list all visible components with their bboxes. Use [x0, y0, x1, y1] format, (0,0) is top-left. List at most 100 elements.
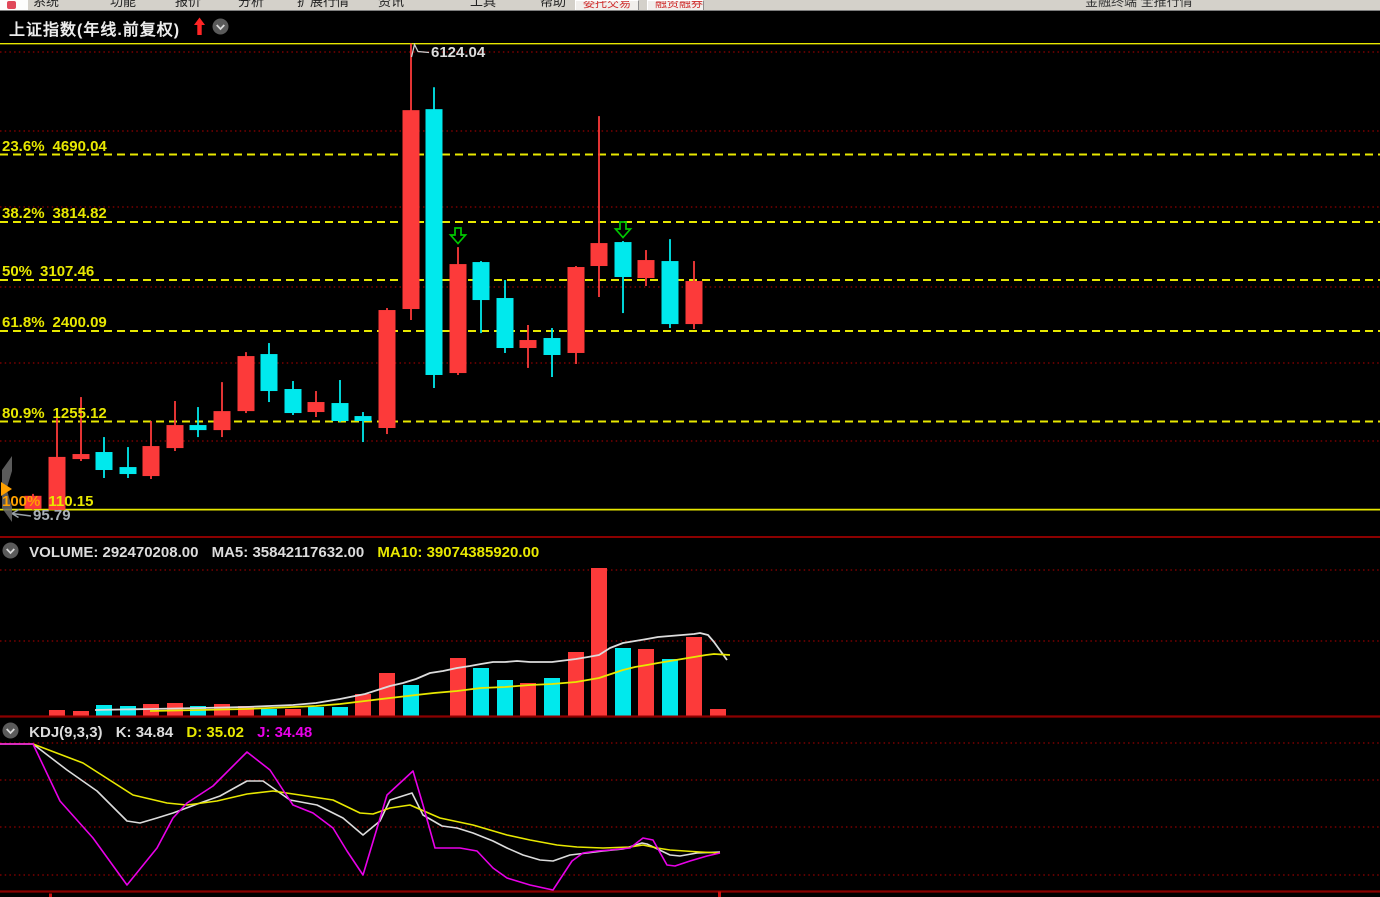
candle-body	[496, 298, 514, 349]
kdj-d-value: D: 35.02	[186, 724, 244, 741]
volume-ma10-value: MA10: 39074385920.00	[377, 544, 540, 561]
candle-body	[449, 264, 467, 374]
fib-price: 3814.82	[52, 205, 107, 222]
volume-bar	[450, 658, 466, 716]
app-icon[interactable]	[0, 0, 28, 10]
scroll-left-arrow[interactable]	[2, 456, 12, 522]
candle-body	[567, 267, 585, 353]
volume-ma10-line	[149, 653, 731, 712]
chevron-down-circle-icon[interactable]	[212, 18, 229, 40]
candle-body	[237, 356, 255, 412]
candle-body	[260, 354, 278, 392]
candle-body	[142, 446, 160, 477]
fib-pct: 38.2%	[2, 205, 45, 222]
kdj-k-value: K: 34.84	[115, 724, 174, 741]
candle-body	[119, 467, 137, 475]
axis-tick	[718, 891, 721, 897]
candle-body	[307, 402, 325, 413]
candle-body	[213, 411, 231, 431]
volume-bar	[591, 568, 607, 716]
volume-bar	[615, 648, 631, 716]
candle-body	[685, 281, 703, 325]
topbar-button-label: 委托交易	[583, 0, 632, 10]
candle-body	[284, 389, 302, 414]
candle-body	[543, 338, 561, 355]
position-marker-icon	[1, 482, 12, 496]
candle-body	[378, 310, 396, 428]
candle-body	[519, 340, 537, 349]
fib-price: 4690.04	[52, 137, 107, 155]
volume-bar	[638, 649, 654, 716]
volume-bar	[497, 680, 513, 716]
kdj-title: KDJ(9,3,3)	[29, 724, 103, 741]
volume-bar	[473, 668, 489, 716]
fib-pct: 100%	[2, 492, 41, 510]
fib-pct: 50%	[2, 263, 33, 280]
candle-body	[472, 262, 490, 301]
topbar-button-label: 融资融券	[655, 0, 704, 10]
candle-body	[590, 243, 608, 267]
menu-item[interactable]: 资讯	[378, 0, 405, 9]
volume-bar	[73, 711, 89, 716]
volume-bar	[285, 709, 301, 716]
topbar-button[interactable]: 融资融券	[647, 0, 704, 10]
volume-bar	[308, 707, 324, 716]
low-price-annotation: 95.79	[33, 507, 71, 524]
volume-bar	[686, 637, 702, 716]
volume-bar	[662, 659, 678, 716]
volume-bar	[332, 707, 348, 716]
volume-collapse-icon[interactable]	[2, 542, 19, 563]
menu-item[interactable]: 分析	[238, 0, 265, 9]
fib-price: 2400.09	[52, 314, 107, 331]
candle-body	[425, 109, 443, 375]
menu-item[interactable]: 功能	[110, 0, 137, 9]
menu-item[interactable]: 扩展行情	[297, 0, 350, 9]
red-up-arrow-icon	[193, 17, 206, 41]
volume-current-value: VOLUME: 292470208.00	[29, 544, 199, 561]
volume-bar	[520, 683, 536, 716]
fib-price: 1255.12	[52, 404, 107, 422]
candle-body	[637, 260, 655, 279]
fib-pct: 61.8%	[2, 314, 45, 331]
sell-signal-arrow-icon	[448, 227, 468, 245]
kdj-collapse-icon[interactable]	[2, 722, 19, 743]
high-price-annotation: 6124.04	[431, 44, 486, 61]
kdj-d-line	[0, 743, 721, 854]
kdj-j-value: J: 34.48	[257, 724, 313, 741]
fib-level-label: 80.9% 1255.12	[2, 405, 107, 422]
low-annotation-pointer	[11, 508, 32, 519]
menu-item[interactable]: 系统	[33, 0, 60, 9]
candle-body	[189, 425, 207, 431]
volume-bar	[379, 673, 395, 716]
topbar-right-text: 金融终端 全推行情	[1085, 0, 1193, 9]
candle-body	[72, 454, 90, 460]
axis-tick	[49, 893, 52, 897]
candle-body	[354, 416, 372, 422]
volume-bar	[355, 694, 371, 716]
fib-price: 110.15	[48, 492, 94, 510]
candle-body	[402, 110, 420, 310]
candle-body	[24, 495, 42, 509]
menu-item[interactable]: 报价	[175, 0, 202, 9]
fib-level-label: 100% 110.15	[2, 493, 93, 510]
volume-bar	[49, 710, 65, 716]
volume-bar	[120, 706, 136, 716]
volume-bar	[238, 706, 254, 716]
volume-panel-header: VOLUME: 292470208.00 MA5: 35842117632.00…	[2, 540, 548, 561]
chart-title: 上证指数(年线.前复权)	[9, 22, 181, 39]
kdj-j-line	[0, 743, 721, 891]
fib-level-label: 61.8% 2400.09	[2, 314, 107, 331]
menu-item[interactable]: 工具	[470, 0, 497, 9]
menu-item[interactable]: 帮助	[540, 0, 567, 9]
fib-level-label: 23.6% 4690.04	[2, 138, 107, 155]
candle-body	[95, 452, 113, 471]
topbar-button[interactable]: 委托交易	[575, 0, 639, 10]
volume-ma5-line	[94, 632, 728, 711]
chart-title-bar: 上证指数(年线.前复权)	[0, 10, 1380, 43]
volume-bar	[710, 709, 726, 716]
volume-ma5-value: MA5: 35842117632.00	[211, 544, 365, 561]
kdj-k-line	[0, 743, 721, 862]
sell-signal-arrow-icon	[613, 221, 633, 239]
